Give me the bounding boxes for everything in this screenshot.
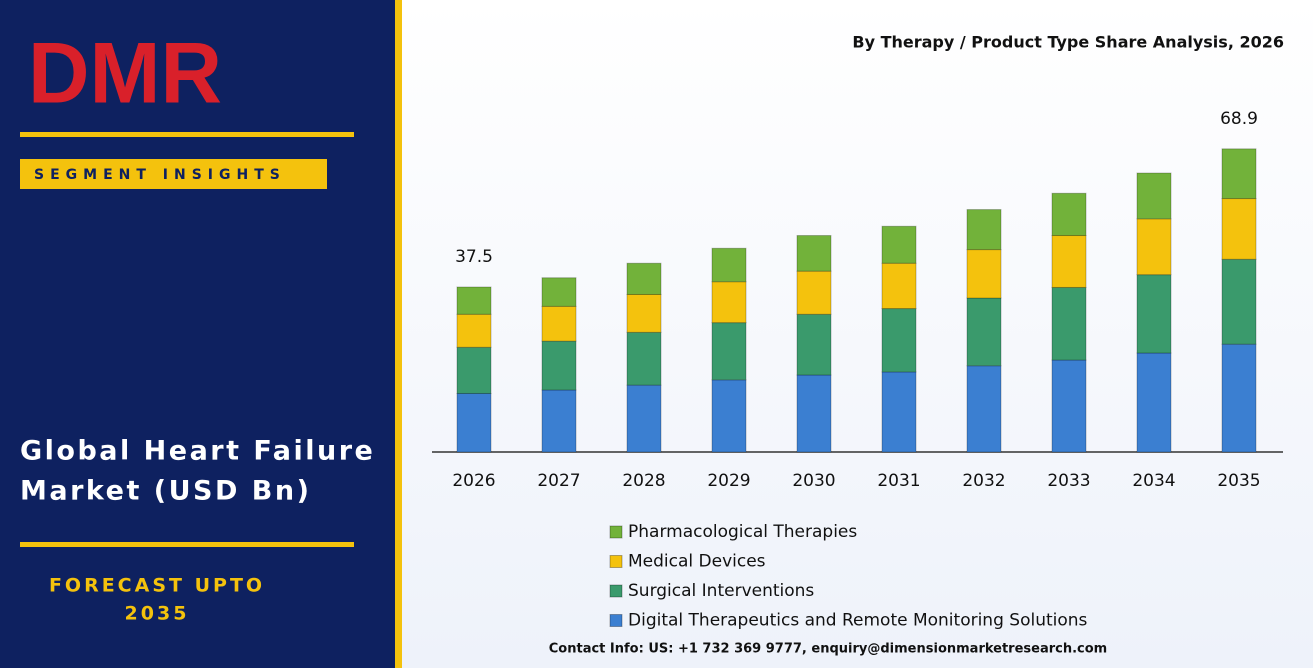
bar-segment: [456, 392, 492, 453]
rule: [20, 132, 354, 137]
bar-segment: [456, 286, 492, 315]
bar-segment: [711, 247, 747, 283]
x-tick-label: 2033: [1047, 471, 1090, 491]
legend-label: Pharmacological Therapies: [628, 522, 857, 542]
headline: Market (USD Bn): [20, 476, 311, 507]
legend-label: Surgical Interventions: [628, 581, 814, 601]
bar-segment: [626, 293, 662, 333]
bar-segment: [541, 305, 577, 342]
bar-segment: [1221, 148, 1257, 200]
x-tick-label: 2030: [792, 471, 835, 491]
bar-segment: [881, 225, 917, 264]
forecast: 2035: [125, 603, 190, 625]
x-tick-label: 2026: [452, 471, 495, 491]
legend-swatch: [609, 584, 623, 598]
rule: [20, 542, 354, 547]
total-label: 68.9: [1220, 109, 1258, 129]
total-label: 37.5: [455, 247, 493, 267]
x-tick-label: 2032: [962, 471, 1005, 491]
bar-segment: [1221, 258, 1257, 345]
x-tick-label: 2029: [707, 471, 750, 491]
bar-segment: [1136, 274, 1172, 354]
bar-segment: [456, 313, 492, 348]
side-panel: [0, 0, 395, 668]
logo: DMR: [28, 26, 222, 122]
bar-segment: [711, 379, 747, 453]
bar-segment: [966, 249, 1002, 299]
legend-swatch: [609, 614, 623, 627]
bar-segment: [1051, 359, 1087, 453]
bar-segment: [966, 365, 1002, 453]
legend-swatch: [609, 555, 623, 568]
bar-segment: [1051, 235, 1087, 288]
footer: Contact Info: US: +1 732 369 9777, enqui…: [549, 642, 1107, 657]
bar-segment: [881, 371, 917, 453]
bar-segment: [796, 235, 832, 272]
bar-segment: [626, 262, 662, 295]
bar-segment: [1136, 172, 1172, 220]
bar-segment: [456, 346, 492, 394]
headline: Global Heart Failure: [20, 436, 375, 467]
chart-title: By Therapy / Product Type Share Analysis…: [852, 33, 1284, 52]
chart-background: [402, 0, 1313, 668]
bar-segment: [1136, 352, 1172, 453]
bar-segment: [541, 277, 577, 307]
badge: SEGMENT INSIGHTS: [34, 167, 286, 183]
panel-divider: [395, 0, 402, 668]
bar-segment: [541, 340, 577, 391]
bar-segment: [796, 374, 832, 453]
bar-segment: [626, 384, 662, 453]
bar-segment: [711, 322, 747, 381]
bar-segment: [796, 313, 832, 376]
legend-swatch: [609, 525, 623, 539]
x-tick-label: 2031: [877, 471, 920, 491]
bar-segment: [966, 297, 1002, 367]
bar-segment: [541, 389, 577, 453]
bar-segment: [881, 308, 917, 373]
bar-segment: [881, 262, 917, 310]
bar-segment: [1136, 218, 1172, 276]
x-tick-label: 2034: [1132, 471, 1175, 491]
bar-segment: [711, 281, 747, 324]
legend-label: Digital Therapeutics and Remote Monitori…: [628, 611, 1088, 631]
bar-segment: [796, 270, 832, 315]
x-tick-label: 2028: [622, 471, 665, 491]
bar-segment: [1221, 343, 1257, 453]
x-tick-label: 2027: [537, 471, 580, 491]
bar-segment: [1051, 192, 1087, 237]
badge-box: [20, 159, 327, 189]
bar-segment: [626, 331, 662, 386]
forecast: FORECAST UPTO: [49, 575, 265, 597]
bar-segment: [1051, 286, 1087, 361]
bar-segment: [966, 209, 1002, 251]
x-tick-label: 2035: [1217, 471, 1260, 491]
bar-segment: [1221, 198, 1257, 260]
legend-label: Medical Devices: [628, 552, 766, 572]
